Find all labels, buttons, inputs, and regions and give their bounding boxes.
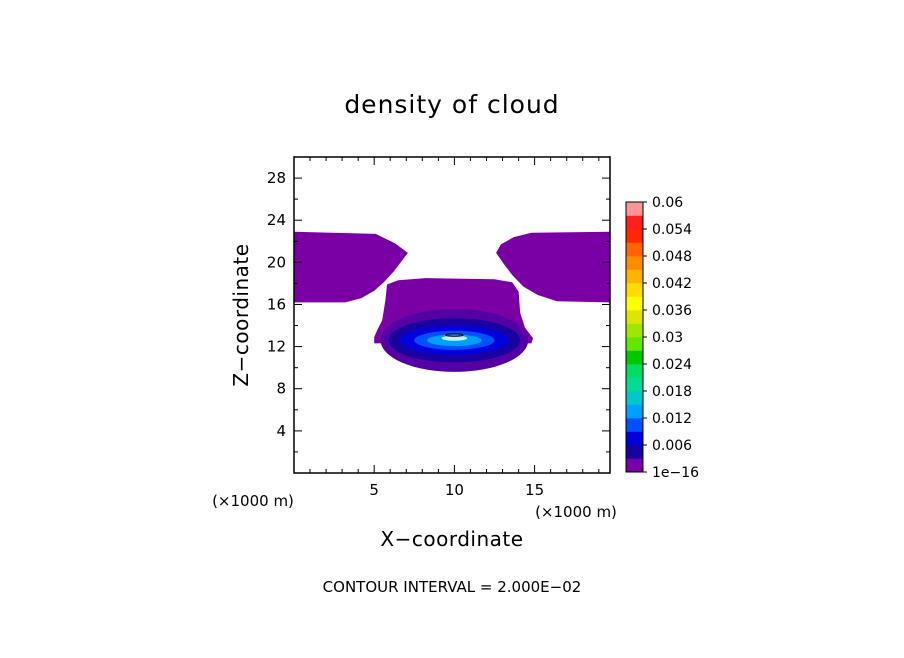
colorbar: 0.06 0.054 0.048 0.042 0.036 0.03 0.024 0.018 0.… bbox=[625, 195, 699, 481]
colorbar-swatch bbox=[626, 310, 643, 324]
colorbar-label: 0.036 bbox=[652, 303, 692, 319]
x-unit-right: (×1000 m) bbox=[535, 503, 617, 521]
y-axis-title: Z−coordinate bbox=[229, 243, 253, 386]
plot-axes bbox=[293, 156, 611, 474]
colorbar-label: 0.024 bbox=[652, 357, 692, 373]
colorbar-swatch bbox=[626, 256, 643, 270]
colorbar-swatch bbox=[626, 337, 643, 351]
colorbar-label: 0.054 bbox=[652, 222, 692, 238]
colorbar-swatch bbox=[626, 458, 643, 473]
colorbar-label: 0.006 bbox=[652, 438, 692, 454]
colorbar-swatch bbox=[626, 391, 643, 405]
colorbar-label: 0.06 bbox=[652, 195, 683, 211]
axis-ticks: 5 10 15 4 8 12 16 20 24 28 bbox=[267, 157, 610, 499]
y-tick-label: 8 bbox=[276, 380, 286, 398]
x-tick-label: 5 bbox=[369, 481, 379, 499]
x-axis-title: X−coordinate bbox=[380, 527, 523, 551]
colorbar-swatch bbox=[626, 445, 643, 459]
y-tick-label: 4 bbox=[276, 422, 286, 440]
colorbar-swatch bbox=[626, 323, 643, 338]
colorbar-swatch bbox=[626, 431, 643, 446]
colorbar-swatch bbox=[626, 350, 643, 365]
colorbar-swatch bbox=[626, 242, 643, 257]
x-unit-left: (×1000 m) bbox=[212, 492, 294, 510]
colorbar-label: 0.042 bbox=[652, 276, 692, 292]
colorbar-swatch bbox=[626, 404, 643, 419]
contour-line-peak bbox=[445, 333, 464, 337]
central-cloud-level-6 bbox=[441, 335, 468, 341]
colorbar-label: 0.018 bbox=[652, 384, 692, 400]
plot-frame bbox=[293, 156, 611, 474]
x-tick-label: 10 bbox=[445, 481, 464, 499]
y-tick-label: 12 bbox=[267, 338, 286, 356]
contour-interval-footer: CONTOUR INTERVAL = 2.000E−02 bbox=[323, 578, 582, 596]
colorbar-swatch bbox=[626, 202, 643, 216]
colorbar-swatch bbox=[626, 215, 643, 230]
y-tick-label: 16 bbox=[267, 296, 286, 314]
colorbar-swatch bbox=[626, 364, 643, 378]
colorbar-swatch bbox=[626, 229, 643, 243]
upper-left-cloud bbox=[294, 231, 408, 303]
density-regions bbox=[294, 231, 610, 372]
colorbar-label: 0.03 bbox=[652, 330, 683, 346]
y-tick-label: 24 bbox=[267, 211, 286, 229]
upper-right-cloud bbox=[496, 231, 610, 303]
colorbar-swatch bbox=[626, 269, 643, 284]
colorbar-swatch bbox=[626, 296, 643, 311]
colorbar-swatch bbox=[626, 283, 643, 297]
colorbar-label: 1e−16 bbox=[652, 465, 699, 481]
y-tick-label: 28 bbox=[267, 169, 286, 187]
chart-title: density of cloud bbox=[344, 90, 559, 119]
x-tick-label: 15 bbox=[525, 481, 544, 499]
colorbar-label: 0.012 bbox=[652, 411, 692, 427]
colorbar-swatch bbox=[626, 418, 643, 432]
y-tick-label: 20 bbox=[267, 253, 286, 271]
colorbar-swatch bbox=[626, 377, 643, 392]
colorbar-label: 0.048 bbox=[652, 249, 692, 265]
